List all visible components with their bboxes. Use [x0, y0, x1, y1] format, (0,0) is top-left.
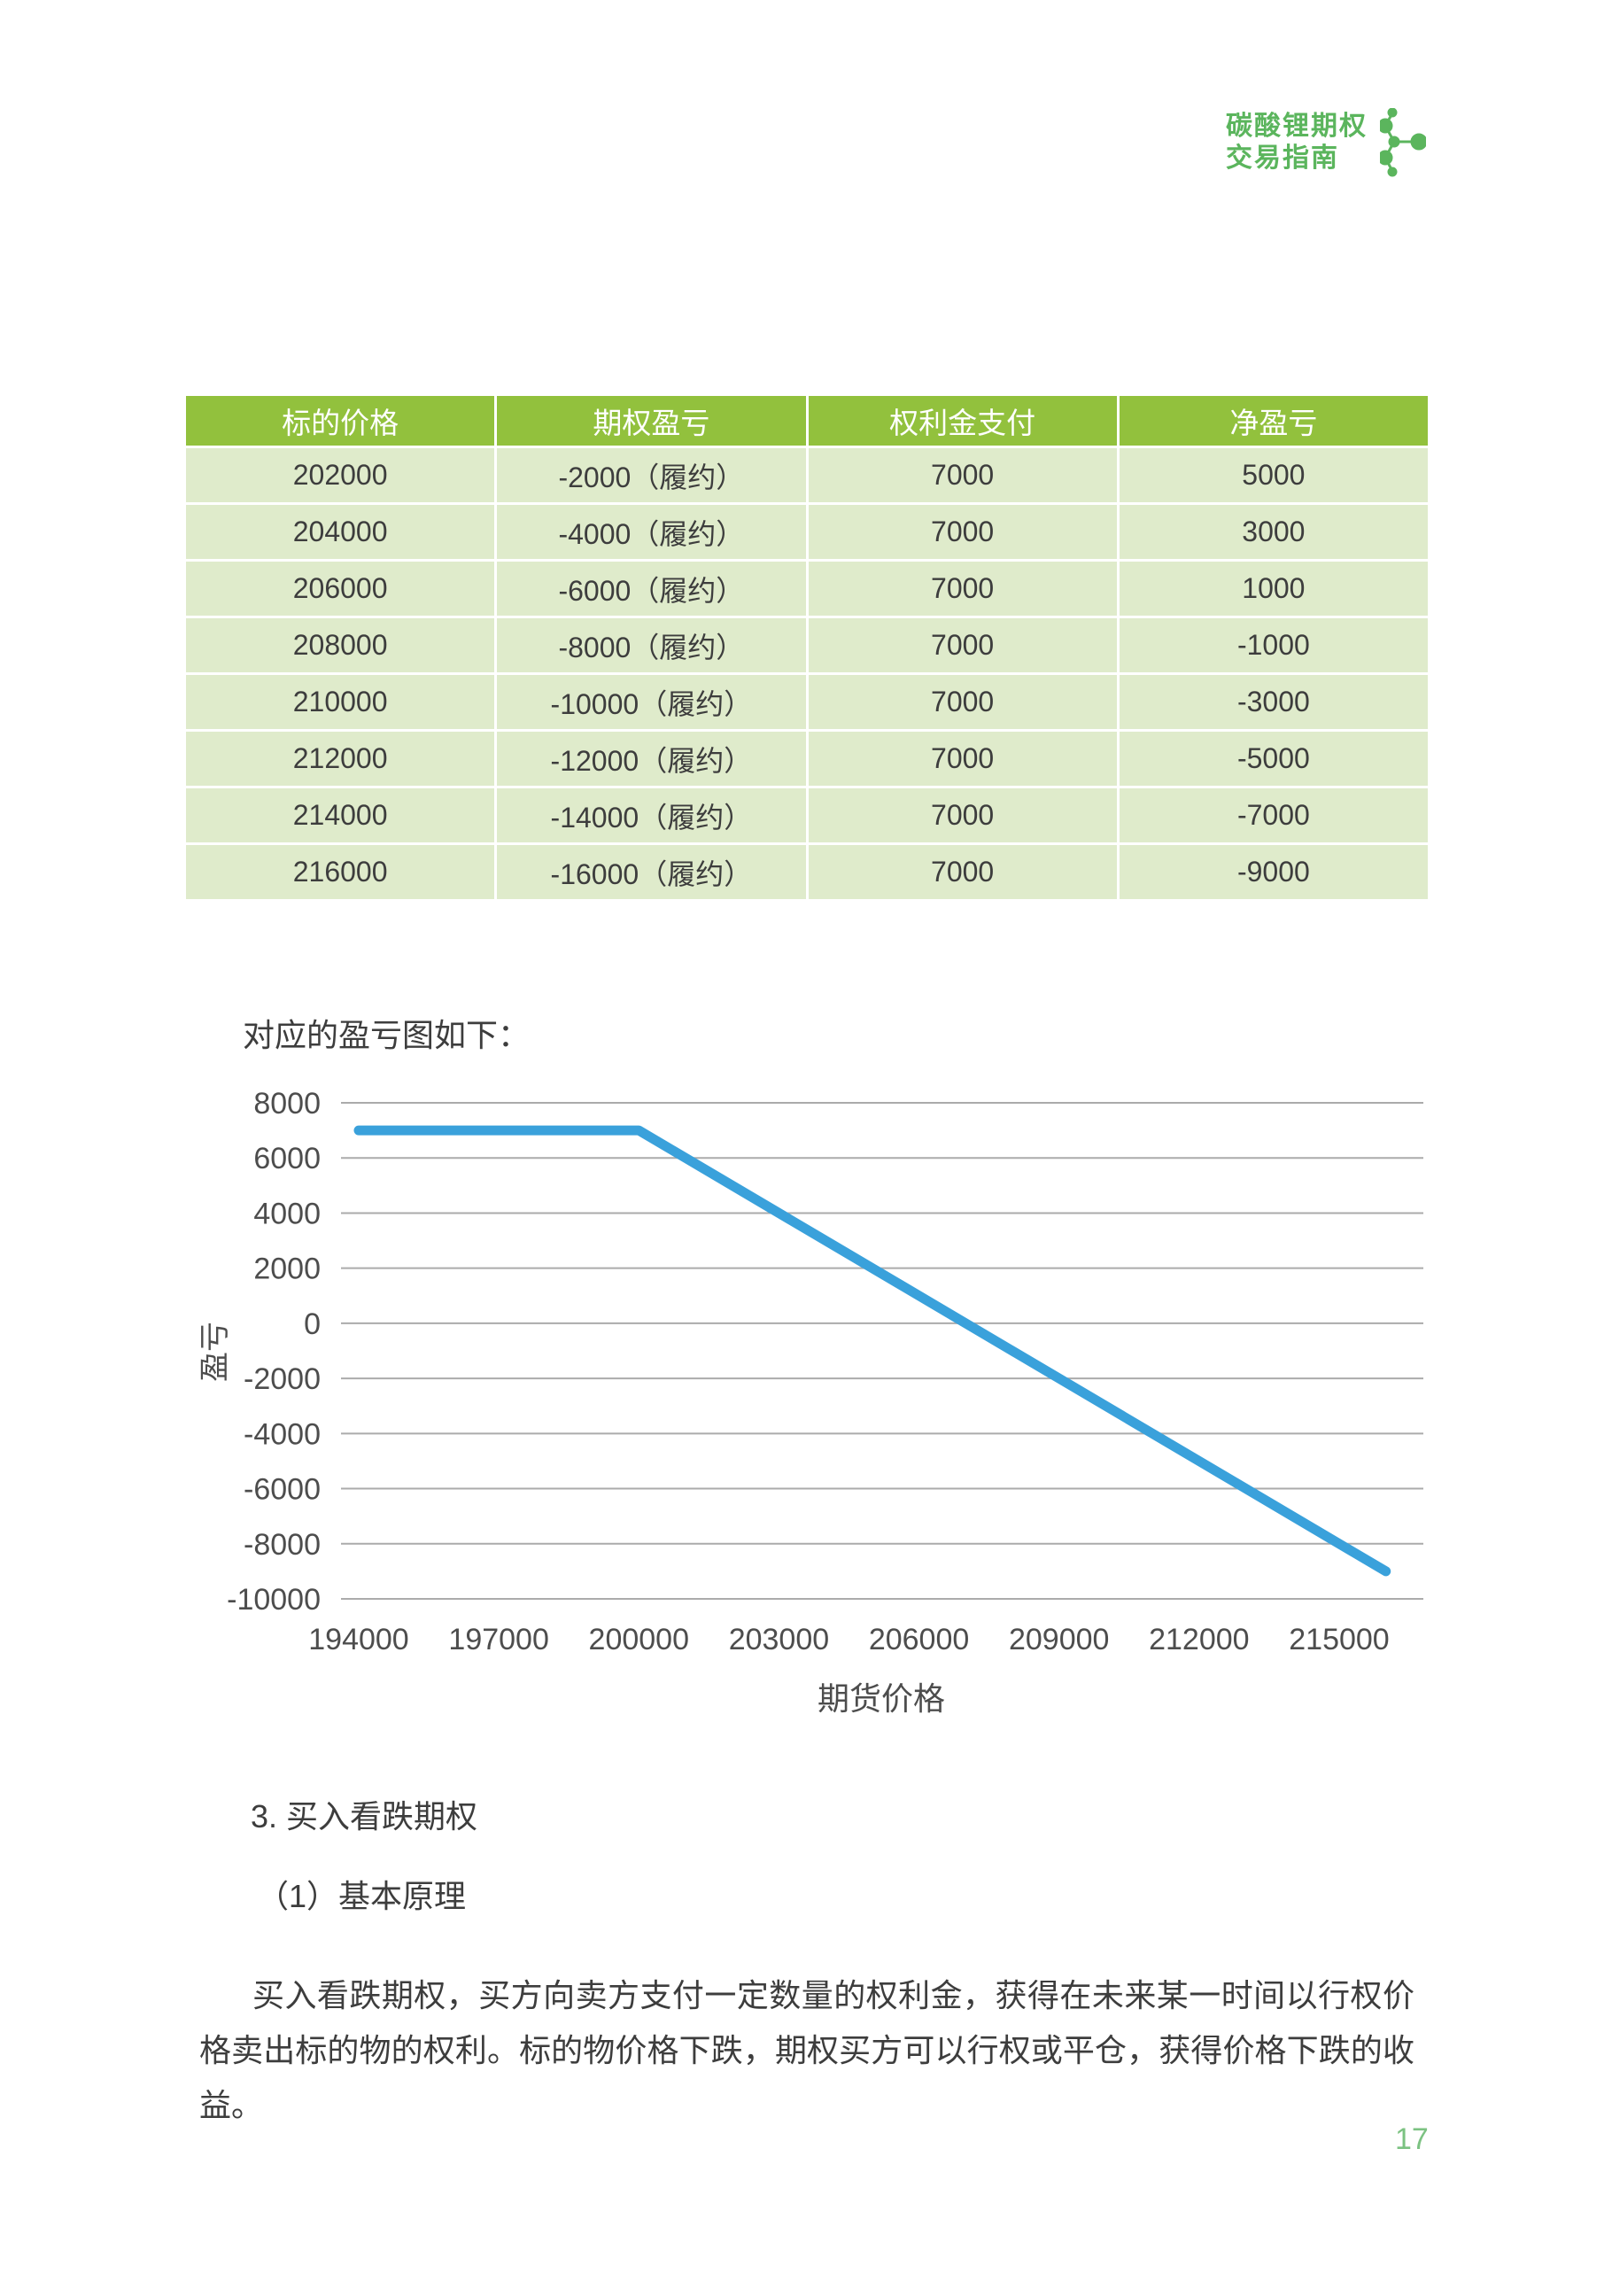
table-cell: 7000 [808, 505, 1117, 559]
series-line [353, 1125, 1391, 1577]
table-cell: 204000 [186, 505, 495, 559]
y-tick-label: 2000 [253, 1253, 321, 1286]
table-cell: -5000 [1119, 732, 1428, 786]
table-cell: -10000（履约） [497, 675, 806, 729]
molecule-icon [1380, 108, 1426, 177]
x-tick-label: 209000 [1009, 1623, 1109, 1656]
y-tick-label: -4000 [244, 1417, 321, 1451]
y-tick-label: 4000 [253, 1197, 321, 1230]
table-row: 214000 -14000（履约） 7000 -7000 [186, 788, 1428, 842]
y-tick-label: 6000 [253, 1142, 321, 1175]
x-tick-label: 206000 [869, 1623, 969, 1656]
table-cell: 202000 [186, 448, 495, 502]
table-cell: -2000（履约） [497, 448, 806, 502]
table-cell: 7000 [808, 788, 1117, 842]
page-number: 17 [1395, 2122, 1429, 2156]
column-header: 期权盈亏 [497, 396, 806, 446]
section-subheading: （1）基本原理 [257, 1878, 467, 1914]
table-row: 212000 -12000（履约） 7000 -5000 [186, 732, 1428, 786]
table-cell: 7000 [808, 562, 1117, 616]
table-cell: -6000（履约） [497, 562, 806, 616]
table-cell: 208000 [186, 618, 495, 672]
table-cell: 216000 [186, 845, 495, 899]
table-row: 216000 -16000（履约） 7000 -9000 [186, 845, 1428, 899]
brand-title: 碳酸锂期权 交易指南 [1226, 111, 1368, 175]
x-tick-label: 203000 [729, 1623, 829, 1656]
y-tick-label: -6000 [244, 1473, 321, 1507]
table-cell: 7000 [808, 448, 1117, 502]
brand-logo: 碳酸锂期权 交易指南 [1226, 108, 1426, 177]
table-cell: -7000 [1119, 788, 1428, 842]
table-cell: -1000 [1119, 618, 1428, 672]
table-body: 202000 -2000（履约） 7000 5000 204000 -4000（履约） 70… [186, 448, 1428, 899]
table-cell: 214000 [186, 788, 495, 842]
y-tick-label: 0 [304, 1307, 321, 1341]
table-cell: -4000（履约） [497, 505, 806, 559]
y-tick-label: -2000 [244, 1362, 321, 1396]
column-header: 标的价格 [186, 396, 495, 446]
table-cell: 1000 [1119, 562, 1428, 616]
brand-title-line2: 交易指南 [1226, 144, 1339, 173]
column-header: 净盈亏 [1119, 396, 1428, 446]
x-tick-label: 197000 [448, 1623, 548, 1656]
profit-loss-table: 标的价格 期权盈亏 权利金支付 净盈亏 202000 -2000（履约） 7000 5000… [183, 393, 1430, 902]
table-cell: -14000（履约） [497, 788, 806, 842]
x-tick-label: 215000 [1289, 1623, 1389, 1656]
table-cell: 210000 [186, 675, 495, 729]
table-cell: -16000（履约） [497, 845, 806, 899]
section-heading: 3. 买入看跌期权 [251, 1798, 478, 1834]
column-header: 权利金支付 [808, 396, 1117, 446]
table-cell: -12000（履约） [497, 732, 806, 786]
table-cell: 7000 [808, 845, 1117, 899]
table-row: 210000 -10000（履约） 7000 -3000 [186, 675, 1428, 729]
table-row: 204000 -4000（履约） 7000 3000 [186, 505, 1428, 559]
section-paragraph: 买入看跌期权，买方向卖方支付一定数量的权利金，获得在未来某一时间以行权价格卖出标… [199, 1977, 1414, 2123]
chart-intro-text: 对应的盈亏图如下： [243, 1017, 531, 1053]
table-row: 202000 -2000（履约） 7000 5000 [186, 448, 1428, 502]
x-axis-title: 期货价格 [818, 1680, 945, 1717]
x-tick-label: 194000 [308, 1623, 408, 1656]
table-cell: -9000 [1119, 845, 1428, 899]
table-cell: -8000（履约） [497, 618, 806, 672]
table-row: 208000 -8000（履约） 7000 -1000 [186, 618, 1428, 672]
y-axis-title: 盈亏 [198, 1322, 232, 1382]
table-cell: 7000 [808, 618, 1117, 672]
table-cell: 7000 [808, 675, 1117, 729]
y-tick-label: -8000 [244, 1528, 321, 1562]
x-tick-label: 212000 [1149, 1623, 1249, 1656]
x-tick-label: 200000 [589, 1623, 689, 1656]
y-tick-label: 8000 [253, 1087, 321, 1121]
table-cell: -3000 [1119, 675, 1428, 729]
table-header-row: 标的价格 期权盈亏 权利金支付 净盈亏 [186, 396, 1428, 446]
table-cell: 5000 [1119, 448, 1428, 502]
table-cell: 206000 [186, 562, 495, 616]
table-cell: 7000 [808, 732, 1117, 786]
table-row: 206000 -6000（履约） 7000 1000 [186, 562, 1428, 616]
table-cell: 3000 [1119, 505, 1428, 559]
brand-title-line1: 碳酸锂期权 [1226, 112, 1368, 141]
y-tick-label: -10000 [227, 1583, 321, 1617]
table-cell: 212000 [186, 732, 495, 786]
